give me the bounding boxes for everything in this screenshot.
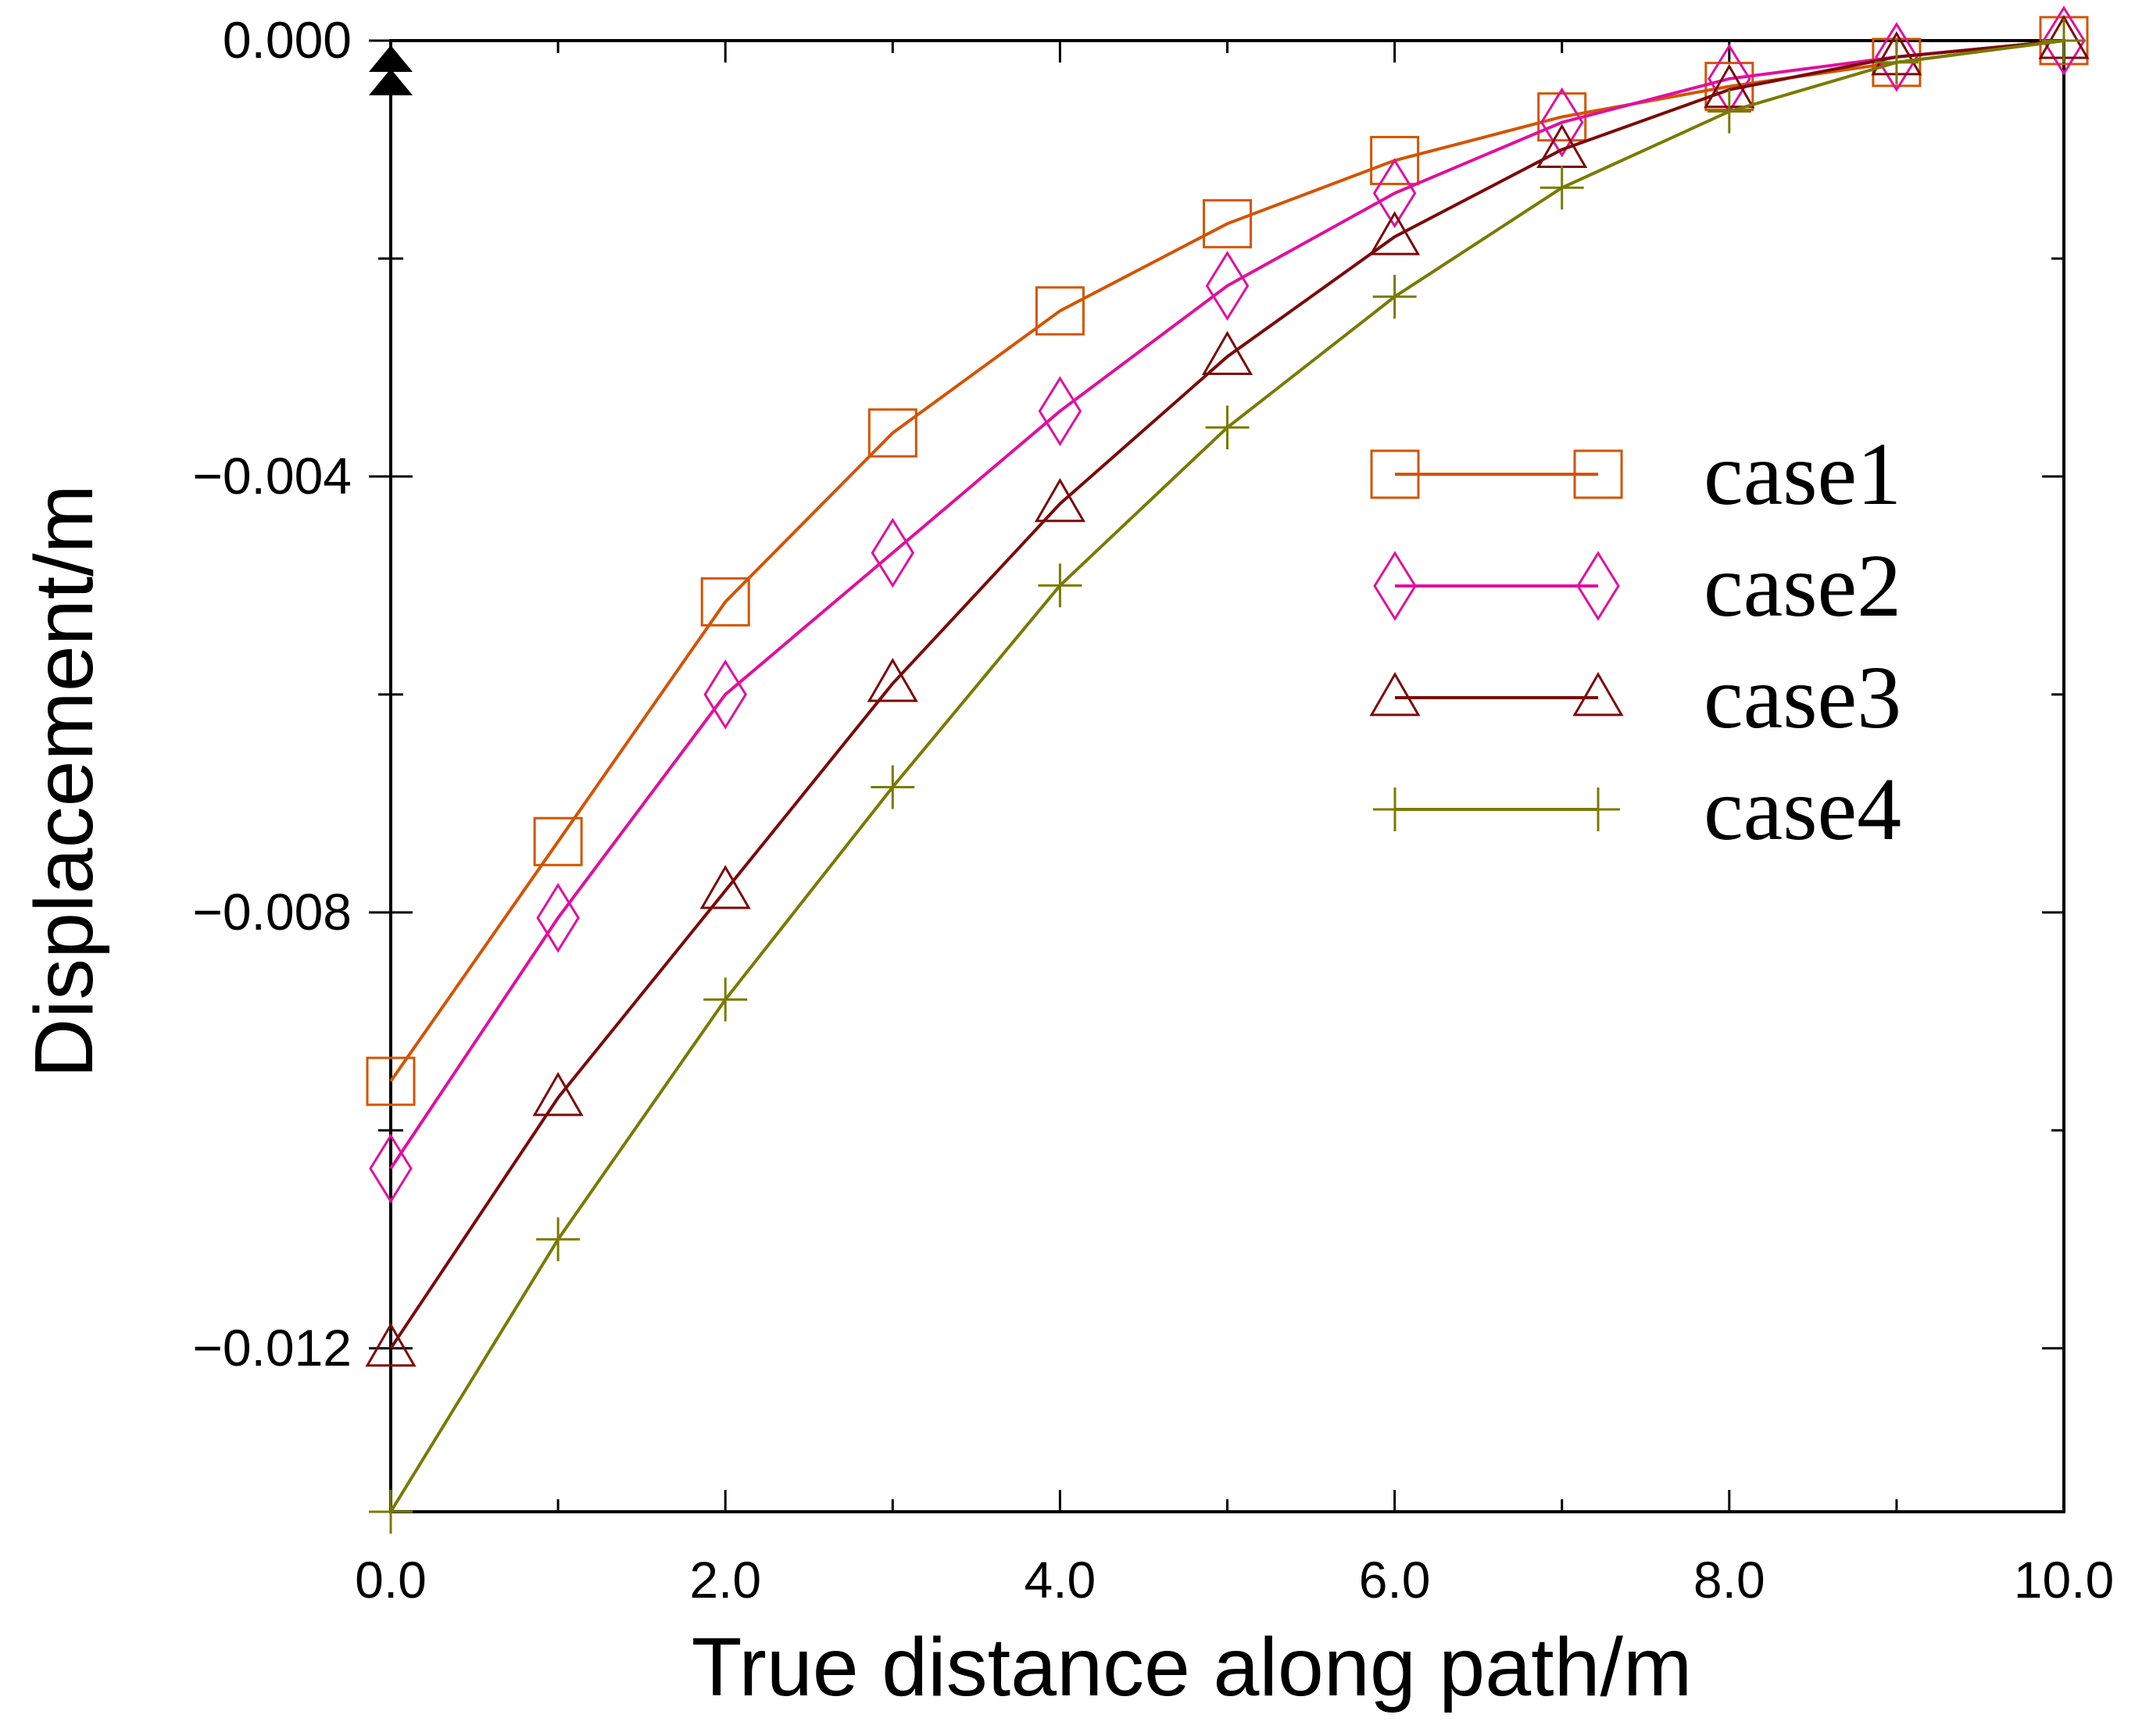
- legend-label: case2: [1704, 536, 1901, 635]
- data-point-case4: [1372, 274, 1417, 319]
- y-tick-label: −0.012: [192, 1319, 352, 1377]
- x-axis-title: True distance along path/m: [692, 1621, 1693, 1713]
- x-tick-label: 8.0: [1693, 1551, 1765, 1609]
- data-point-case2: [871, 517, 915, 588]
- legend-label: case3: [1704, 648, 1901, 747]
- data-point-case4: [703, 977, 748, 1022]
- data-point-case2: [1540, 87, 1584, 158]
- y-tick-label: 0.000: [223, 11, 352, 69]
- data-point-case4: [369, 1490, 413, 1534]
- series-case3: [365, 14, 2090, 1367]
- data-point-case3: [699, 864, 751, 909]
- data-point-case1: [1035, 286, 1085, 336]
- data-point-case2: [703, 659, 747, 730]
- data-point-case1: [700, 577, 750, 627]
- legend: case1 case2 case3 case4: [1369, 424, 1901, 859]
- legend-item-case4: case4: [1373, 759, 1901, 859]
- data-point-case2: [1205, 250, 1250, 321]
- data-point-case2: [1372, 158, 1417, 229]
- series-line-case3: [389, 39, 2065, 1349]
- data-point-case1: [1370, 135, 1420, 185]
- legend-marker: [1576, 788, 1620, 831]
- series-case4: [369, 19, 2086, 1534]
- x-tick-label: 0.0: [355, 1551, 427, 1609]
- data-point-case1: [366, 1056, 416, 1106]
- legend-marker: [1369, 671, 1421, 716]
- data-point-case4: [1707, 89, 1751, 134]
- data-point-case2: [536, 882, 580, 953]
- data-point-case2: [1038, 376, 1082, 447]
- legend-item-case1: case1: [1370, 424, 1901, 523]
- legend-marker: [1373, 788, 1417, 831]
- x-tick-label: 10.0: [2014, 1551, 2114, 1609]
- data-point-case3: [365, 1322, 417, 1367]
- y-tick-label: −0.008: [192, 883, 352, 941]
- y-tick-label: −0.004: [192, 447, 352, 505]
- x-tick-label: 6.0: [1359, 1551, 1431, 1609]
- x-tick-label: 2.0: [689, 1551, 761, 1609]
- data-point-case3: [1034, 477, 1085, 523]
- legend-label: case1: [1704, 424, 1901, 523]
- y-axis-title: Displacement/m: [18, 484, 110, 1078]
- data-point-case4: [1540, 166, 1584, 210]
- legend-label: case4: [1704, 759, 1901, 859]
- data-point-case4: [1038, 563, 1082, 608]
- series-line-case2: [389, 39, 2065, 1170]
- legend-marker: [1370, 449, 1420, 499]
- axis-arrow-marker: [369, 69, 413, 95]
- data-point-case4: [1205, 405, 1250, 450]
- data-point-case2: [1875, 22, 1919, 92]
- data-point-case3: [532, 1071, 584, 1116]
- data-point-case4: [871, 765, 915, 809]
- data-point-case1: [867, 408, 917, 458]
- data-point-case2: [2042, 5, 2086, 76]
- series-layer: [365, 5, 2090, 1534]
- data-point-case4: [536, 1217, 581, 1262]
- data-point-case2: [369, 1133, 413, 1204]
- legend-item-case3: case3: [1369, 648, 1901, 747]
- data-point-case3: [867, 657, 918, 702]
- data-point-case3: [1536, 123, 1588, 168]
- tick-layer: 0.0 2.0 4.0 6.0 8.0 10.0 0.000 −0.004 −0.008 −0.0…: [192, 11, 2114, 1609]
- data-point-case4: [1874, 40, 1919, 84]
- legend-marker: [1576, 551, 1620, 621]
- data-point-case1: [533, 816, 583, 866]
- data-point-case4: [2042, 19, 2086, 63]
- data-point-case1: [1203, 198, 1252, 248]
- legend-marker: [1373, 551, 1417, 621]
- legend-marker: [1572, 671, 1624, 716]
- x-tick-label: 4.0: [1025, 1551, 1096, 1609]
- data-point-case3: [1369, 211, 1421, 255]
- legend-item-case2: case2: [1373, 536, 1901, 635]
- series-case2: [369, 5, 2086, 1204]
- legend-marker: [1573, 449, 1623, 499]
- data-point-case3: [1201, 330, 1253, 375]
